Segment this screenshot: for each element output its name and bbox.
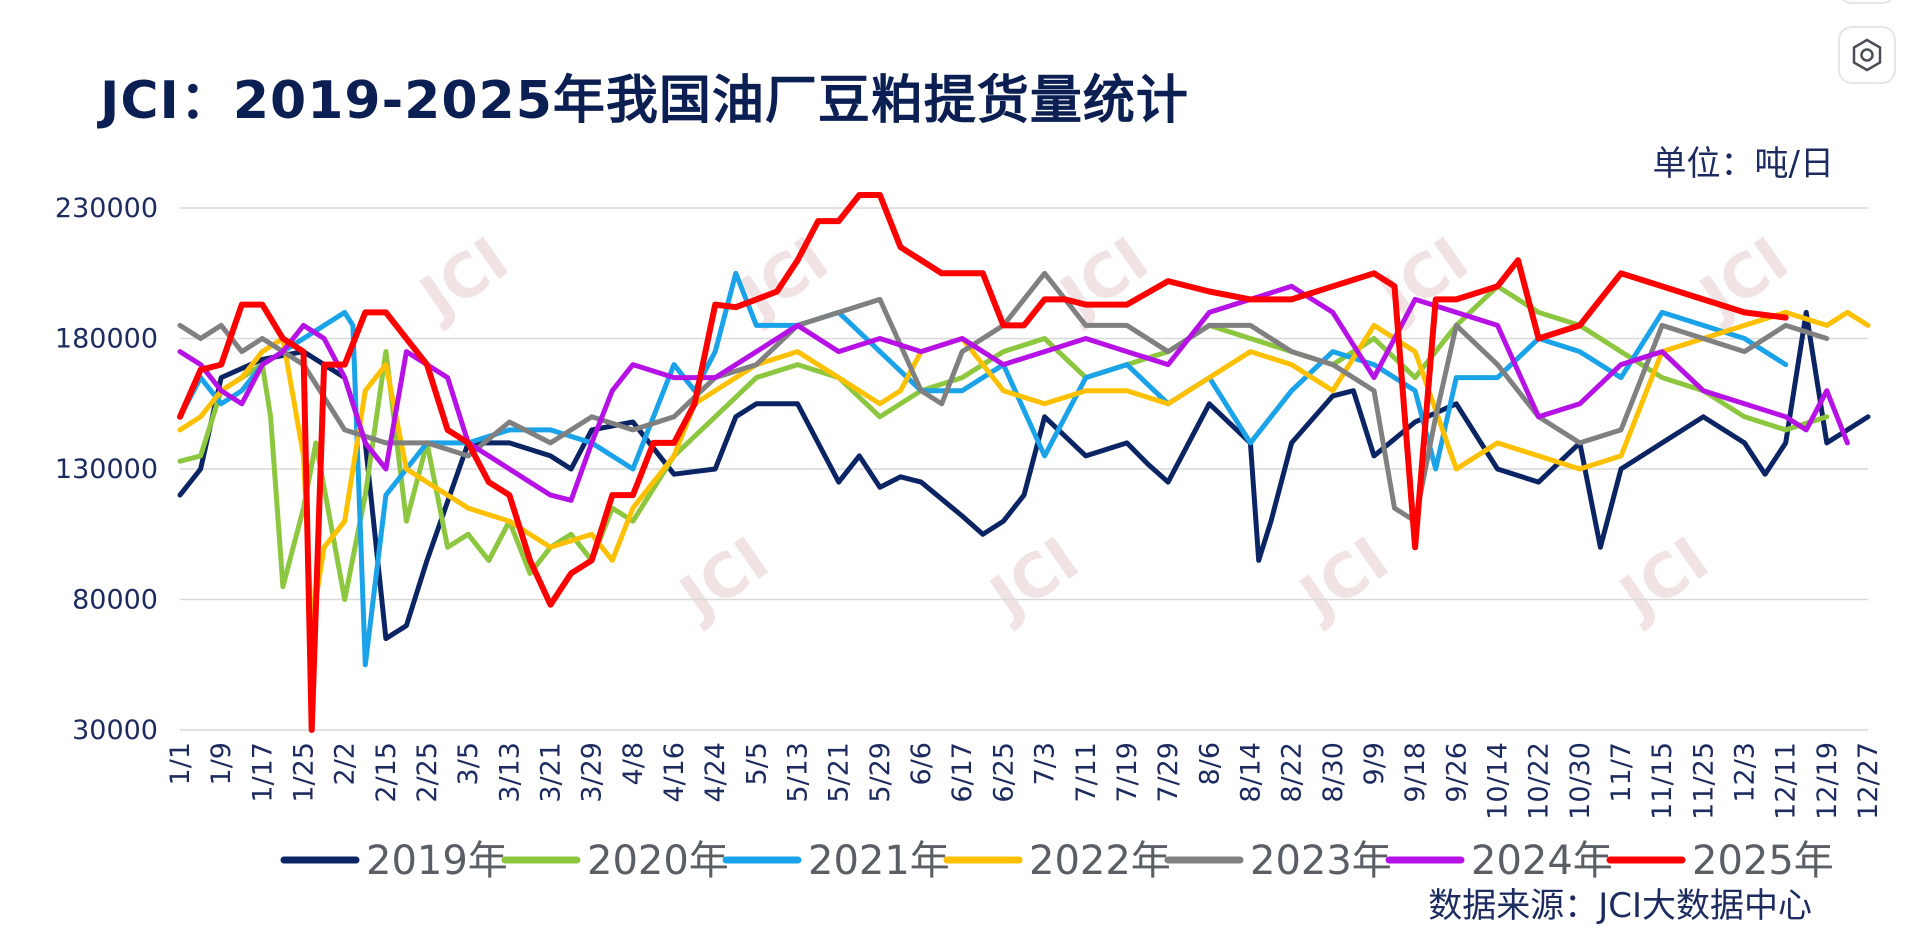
series-line-2023年 [177,270,1830,524]
x-tick-label: 11/15 [1647,742,1678,820]
series-line-2019年 [177,309,1871,642]
series-line-2022年 [177,309,1871,629]
x-tick-label: 6/25 [988,742,1019,803]
x-tick-label: 7/19 [1112,742,1143,803]
x-tick-label: 7/29 [1153,742,1184,803]
y-tick-label: 80000 [72,585,158,616]
x-tick-label: 11/25 [1688,742,1719,820]
x-tick-label: 8/6 [1194,742,1225,785]
x-tick-label: 2/25 [412,742,443,803]
watermark-8: JCI [1605,524,1721,635]
x-tick-label: 4/8 [618,742,649,785]
x-tick-label: 12/27 [1853,742,1884,820]
x-tick-label: 8/30 [1318,742,1349,803]
legend-label: 2025年 [1692,838,1834,884]
legend-label: 2020年 [587,838,729,884]
x-tick-label: 12/3 [1729,742,1760,803]
series-line-2020年 [177,283,1830,602]
x-tick-label: 5/29 [865,742,896,803]
x-tick-label: 4/16 [659,742,690,803]
x-tick-label: 10/30 [1565,742,1596,820]
legend-label: 2019年 [366,838,508,884]
series-line-2025年 [177,192,1789,733]
x-tick-label: 6/17 [947,742,978,803]
source-label: 数据来源：JCI大数据中心 [1428,886,1812,926]
watermark-6: JCI [975,524,1091,635]
x-tick-label: 3/21 [536,742,567,803]
unit-label: 单位：吨/日 [1652,144,1834,184]
x-tick-label: 9/18 [1400,742,1431,803]
series-lines [177,192,1871,733]
legend-label: 2024年 [1471,838,1613,884]
x-tick-label: 4/24 [700,742,731,803]
x-tick-label: 9/26 [1441,742,1472,803]
x-tick-label: 2/2 [330,742,361,785]
x-tick-label: 12/11 [1771,742,1802,820]
watermark-7: JCI [1285,524,1401,635]
y-tick-label: 230000 [55,193,158,224]
legend-label: 2022年 [1029,838,1171,884]
x-tick-label: 6/6 [906,742,937,785]
chart-title: JCI：2019-2025年我国油厂豆粕提货量统计 [100,71,1189,131]
x-tick-label: 1/9 [206,742,237,785]
x-tick-label: 8/22 [1277,742,1308,803]
x-tick-label: 5/21 [824,742,855,803]
y-tick-label: 180000 [55,324,158,355]
x-tick-label: 10/14 [1482,742,1513,820]
x-tick-label: 9/9 [1359,742,1390,785]
x-tick-label: 8/14 [1235,742,1266,803]
x-tick-label: 3/29 [577,742,608,803]
x-tick-label: 5/5 [741,742,772,785]
x-tick-label: 3/13 [494,742,525,803]
x-tick-label: 1/17 [247,742,278,803]
x-tick-label: 2/15 [371,742,402,803]
x-tick-label: 12/19 [1812,742,1843,820]
legend-label: 2021年 [808,838,950,884]
x-tick-label: 7/3 [1030,742,1061,785]
y-axis-ticks: 30000 80000 130000 180000 230000 [55,193,158,746]
watermark-2: JCI [1045,224,1161,335]
x-tick-label: 11/7 [1606,742,1637,803]
settings-button[interactable] [1838,26,1896,84]
x-tick-label: 3/5 [453,742,484,785]
y-tick-label: 130000 [55,454,158,485]
x-tick-label: 1/25 [289,742,320,803]
legend: 2019年 2020年 2021年 2022年 2023年 2024年 2025年 [280,838,1834,884]
series-line-2021年 [177,270,1789,668]
legend-label: 2023年 [1250,838,1392,884]
series-line-2024年 [177,283,1850,503]
settings-icon [1852,38,1882,72]
x-tick-label: 5/13 [783,742,814,803]
watermark-5: JCI [665,524,781,635]
x-tick-label: 1/1 [165,742,196,785]
watermark-0: JCI [405,224,521,335]
x-tick-label: 10/22 [1524,742,1555,820]
y-tick-label: 30000 [72,715,158,746]
x-axis-ticks: 1/1 1/9 1/17 1/25 2/2 2/15 2/25 3/5 3/13 3/21 3/29… [165,742,1884,820]
x-tick-label: 7/11 [1071,742,1102,803]
